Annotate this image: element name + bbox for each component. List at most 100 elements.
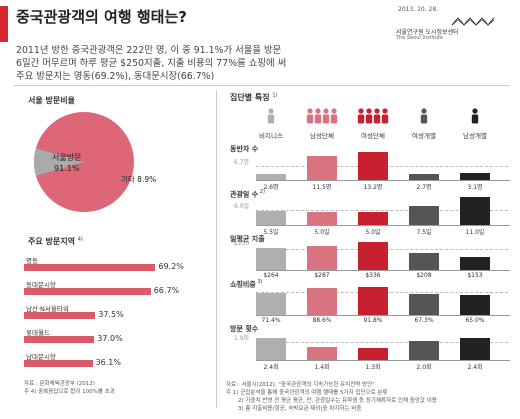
right-source: 자료 : 서울시(2012), "중국관광객의 지속가능한 유치전략 방안" 주… (226, 381, 437, 413)
group-value: 11.5명 (312, 184, 332, 191)
group-bar (409, 252, 439, 270)
group-bar (409, 174, 439, 180)
group-bar (256, 293, 286, 315)
destination-value: 37.5% (98, 310, 124, 319)
group-bar (256, 211, 286, 225)
pie-label-seoul: 서울방문 (52, 152, 81, 162)
group-chart-title-note: 1) (272, 92, 278, 99)
group-person-icon (471, 108, 479, 124)
destination-label: 남산·N서울타워 (26, 305, 69, 313)
group-bar (409, 341, 439, 360)
divider (14, 85, 510, 86)
group-value: 65.0% (465, 317, 485, 324)
group-value: 2.0회 (416, 364, 432, 371)
group-bar (460, 173, 490, 180)
group-bar (256, 337, 286, 360)
group-row-average: 6.7명 (234, 158, 250, 166)
destination-bar (24, 336, 95, 343)
group-bar (460, 257, 490, 270)
group-bar (256, 248, 286, 270)
group-person-icon (267, 108, 275, 124)
publication-date: 2013. 10. 28. (398, 6, 439, 13)
group-row-label: 방문 횟수 (230, 324, 258, 334)
group-row-label: 쇼핑비중 3) (230, 279, 263, 289)
destination-label: 명동 (26, 257, 38, 265)
group-value: 5.0일 (365, 229, 381, 236)
seoul-institute-logo-icon (451, 17, 495, 26)
group-chart-title: 집단별 특징 1) (230, 92, 278, 103)
destination-bar (24, 360, 93, 367)
destination-label: 동대문시장 (26, 281, 56, 289)
group-row-label: 관광일 수 2) (230, 189, 265, 199)
column-divider (216, 90, 217, 408)
destination-label: 남대문시장 (26, 353, 56, 361)
seoul-visit-pie-chart: 서울방문 91.1% 기타 8.9% (34, 112, 156, 212)
source-line: 주 4) 중복응답으로 합이 100%를 초과 (24, 389, 115, 395)
destination-value: 36.1% (95, 358, 121, 367)
group-bar (307, 212, 337, 225)
destination-value: 37.0% (97, 334, 123, 343)
group-bar (256, 174, 286, 180)
group-value: $336 (365, 272, 381, 279)
row-label-text: 관광일 수 (230, 190, 259, 199)
pie-label-other: 기타 8.9% (121, 175, 156, 184)
group-bar (409, 205, 439, 225)
row-baseline (256, 360, 510, 361)
row-baseline (256, 180, 510, 181)
group-value: 13.2명 (363, 184, 383, 191)
group-category-label: 여성단체 (361, 132, 385, 140)
group-value: 2.4회 (263, 364, 279, 371)
row-label-note: 3) (255, 279, 263, 285)
left-source: 자료 : 문화체육관광부 (2012) 주 4) 중복응답으로 합이 100%를… (24, 380, 115, 396)
group-value: 1.3회 (365, 364, 381, 371)
group-row-label: 일평균 지출 (230, 234, 265, 244)
pie-chart-title: 서울 방문비율 (28, 96, 75, 105)
destinations-title-note: 4) (77, 236, 83, 243)
intro-line: 6일간 머무르며 하루 평균 $250지출, 지출 비용의 77%를 쇼핑에 써 (16, 58, 287, 69)
group-value: 11.0일 (465, 229, 485, 236)
destination-value: 69.2% (158, 262, 184, 271)
row-label-text: 동반자 수 (230, 145, 259, 153)
pie-other-group (34, 148, 84, 176)
intro-line: 2011년 방한 중국관광객은 222만 명, 이 중 91.1%가 서울을 방… (16, 45, 282, 56)
group-category-label: 남성단체 (310, 132, 334, 140)
group-bar (358, 242, 388, 270)
pie-value-seoul: 91.1% (54, 164, 80, 173)
source-line: 자료 : 서울시(2012), "중국관광객의 지속가능한 유치전략 방안" (226, 382, 375, 388)
page-title: 중국관광객의 여행 행태는? (16, 8, 187, 26)
row-baseline (256, 270, 510, 271)
group-bar (358, 152, 388, 180)
group-row-average: $250 (234, 240, 250, 248)
destination-bar (24, 312, 96, 319)
group-bar (460, 197, 490, 225)
average-line (256, 342, 508, 344)
destination-bar (24, 288, 151, 295)
group-bar (307, 246, 337, 270)
org-name-korean: 서울연구원 도시정보센터 (396, 29, 459, 36)
source-line: 2) 가중치 반영 전 평균 평균, 단, 관광일수는 유학생 등 장기체류자로… (238, 398, 437, 404)
destinations-title: 주요 방문지역 4) (28, 236, 83, 247)
group-value: $208 (416, 272, 432, 279)
group-value: 3.1명 (467, 184, 483, 191)
group-value: 88.6% (312, 317, 332, 324)
source-line: 주 1) 군집분석을 통해 중국관광객의 여행 행태를 5가지 집단으로 분류 (226, 390, 388, 396)
group-bar (307, 287, 337, 315)
group-chart-title-text: 집단별 특징 (230, 93, 270, 102)
org-name-english: The Seoul Institute (396, 35, 444, 41)
row-label-text: 쇼핑비중 (230, 280, 256, 289)
group-person-icon (306, 108, 338, 124)
group-bar (307, 155, 337, 180)
destination-bar (24, 264, 156, 271)
group-value: 1.4회 (314, 364, 330, 371)
destination-label: 롯데월드 (26, 329, 50, 337)
pie-slice-other (34, 148, 84, 176)
group-value: 2.4회 (467, 364, 483, 371)
group-row-label: 동반자 수 (230, 144, 258, 154)
row-label-text: 일평균 지출 (230, 235, 265, 243)
group-row-average: 6.0일 (234, 202, 250, 210)
source-line: 자료 : 문화체육관광부 (2012) (24, 381, 95, 387)
row-baseline (256, 315, 510, 316)
group-value: 7.5일 (416, 229, 432, 236)
destinations-title-text: 주요 방문지역 (28, 237, 75, 246)
group-value: 67.3% (414, 317, 434, 324)
